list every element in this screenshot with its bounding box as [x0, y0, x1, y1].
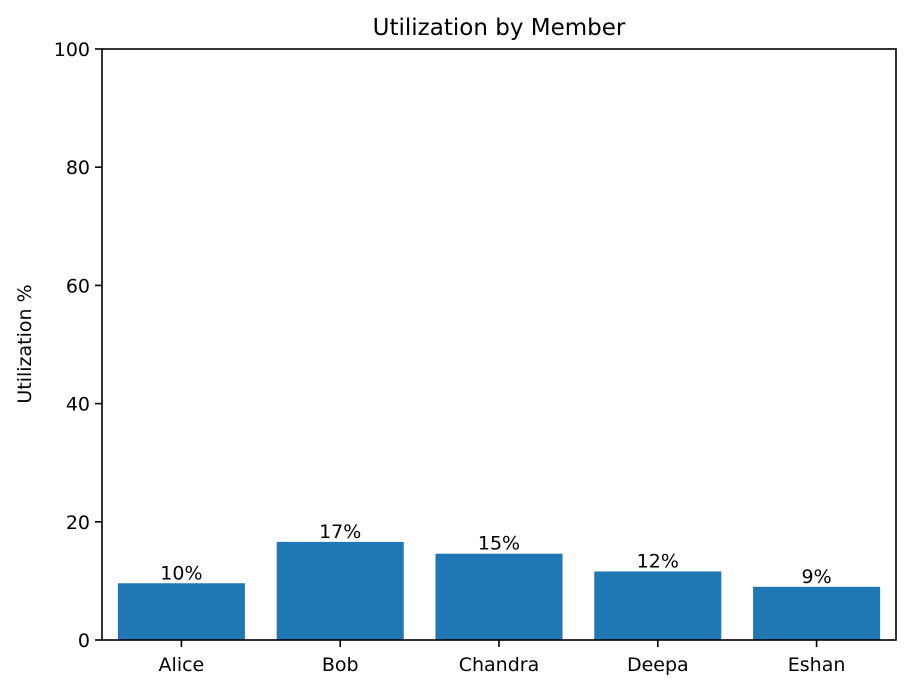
x-axis: Alice Bob Chandra Deepa Eshan: [159, 640, 846, 676]
x-tick-label: Deepa: [627, 654, 689, 676]
data-label-chandra: 15%: [478, 533, 520, 555]
bar-chandra: [435, 553, 563, 640]
y-axis-label: Utilization %: [14, 284, 36, 403]
y-tick-label: 0: [78, 630, 90, 652]
bar-eshan: [753, 586, 881, 640]
data-label-bob: 17%: [319, 521, 361, 543]
bar-alice: [117, 583, 245, 640]
y-tick-label: 20: [66, 512, 90, 534]
data-label-eshan: 9%: [802, 566, 832, 588]
data-labels-group: 10% 17% 15% 12% 9%: [160, 521, 831, 588]
y-axis: 0 20 40 60 80 100: [54, 39, 102, 652]
y-tick-label: 100: [54, 39, 90, 61]
y-tick-label: 40: [66, 394, 90, 416]
chart-title: Utilization by Member: [373, 15, 626, 41]
data-label-alice: 10%: [160, 562, 202, 584]
bar-deepa: [594, 571, 722, 640]
data-label-deepa: 12%: [637, 550, 679, 572]
x-tick-label: Chandra: [459, 654, 540, 676]
x-tick-label: Bob: [322, 654, 359, 676]
x-tick-label: Eshan: [788, 654, 846, 676]
bars-group: [117, 541, 881, 640]
bar-bob: [276, 541, 404, 640]
y-tick-label: 80: [66, 157, 90, 179]
plot-frame: [101, 48, 897, 641]
y-tick-label: 60: [66, 275, 90, 297]
x-tick-label: Alice: [159, 654, 205, 676]
